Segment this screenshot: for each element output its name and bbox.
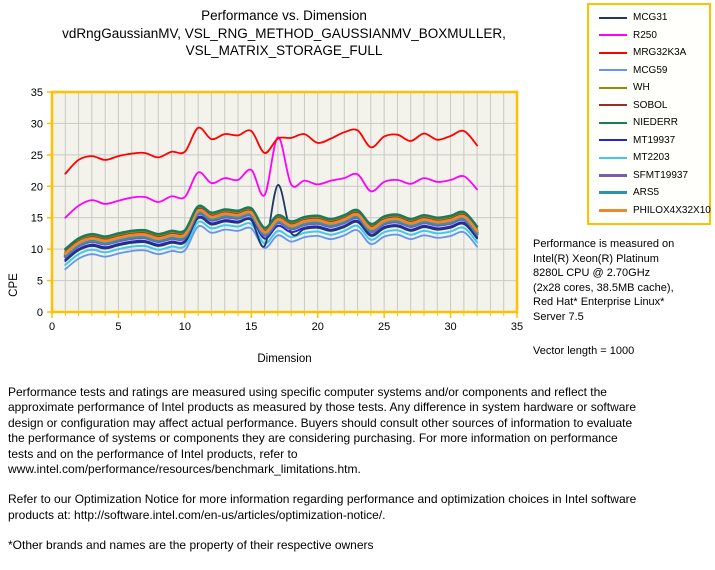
legend-label: SFMT19937 — [633, 169, 689, 181]
y-tick-label: 15 — [31, 213, 43, 225]
legend-item-r250: R250 — [599, 28, 707, 43]
legend-item-mcg31: MCG31 — [599, 10, 707, 25]
x-tick-label: 15 — [245, 321, 257, 333]
optimization-notice-paragraph: Refer to our Optimization Notice for mor… — [8, 492, 637, 522]
y-tick-label: 20 — [31, 181, 43, 193]
series-line-mcg31 — [64, 184, 478, 262]
legend-item-sfmt19937: SFMT19937 — [599, 168, 707, 183]
series-line-r250 — [64, 136, 478, 219]
vector-length-note: Vector length = 1000 — [533, 345, 635, 357]
legend-label: R250 — [633, 29, 657, 41]
chart-title: Performance vs. Dimension vdRngGaussianM… — [62, 8, 506, 58]
y-tick-label: 5 — [37, 276, 43, 288]
y-tick-label: 10 — [31, 244, 43, 256]
y-tick-label: 25 — [31, 150, 43, 162]
x-tick-label: 0 — [49, 321, 55, 333]
plot-frame — [50, 90, 519, 314]
x-tick-label: 35 — [511, 321, 523, 333]
disclaimer-block: Performance tests and ratings are measur… — [8, 385, 710, 569]
series-line-philox4x32x10 — [63, 208, 479, 255]
series-line-mrg32k3a — [64, 126, 478, 175]
series-line-niederr — [64, 204, 479, 251]
legend-line-swatch — [599, 104, 627, 107]
legend-line-swatch — [599, 156, 627, 159]
x-tick-label: 25 — [378, 321, 390, 333]
legend-item-mt2203: MT2203 — [599, 150, 707, 165]
series-line-mt2203 — [64, 220, 479, 266]
legend-line-swatch — [599, 139, 627, 142]
legend-item-niederr: NIEDERR — [599, 115, 707, 130]
legend-line-swatch — [599, 121, 627, 124]
legend-label: SOBOL — [633, 99, 668, 111]
legend-item-ars5: ARS5 — [599, 185, 707, 200]
x-tick-label: 5 — [115, 321, 121, 333]
legend-line-swatch — [599, 173, 627, 177]
system-config-note: Performance is measured on Intel(R) Xeon… — [533, 238, 675, 323]
legend-label: ARS5 — [633, 187, 660, 199]
legend-label: MT19937 — [633, 134, 676, 146]
trademark-note: *Other brands and names are the property… — [8, 538, 374, 553]
x-tick-label: 10 — [179, 321, 191, 333]
x-tick-label: 30 — [444, 321, 456, 333]
series-line-mcg59 — [64, 225, 478, 271]
legend-item-mt19937: MT19937 — [599, 133, 707, 148]
legend-line-swatch — [599, 208, 627, 212]
gridlines — [52, 92, 517, 312]
line-chart: 0 5 10 15 20 25 30 35 0 5 10 15 20 25 30 35 CPE Dimension — [8, 87, 523, 365]
legend-line-swatch — [599, 191, 627, 195]
legend-label: MRG32K3A — [633, 47, 687, 59]
legend-label: NIEDERR — [633, 117, 679, 129]
legend-item-sobol: SOBOL — [599, 98, 707, 113]
legend-line-swatch — [599, 86, 627, 89]
legend-item-philox4x32x10: PHILOX4X32X10 — [599, 203, 711, 218]
legend-line-swatch — [599, 16, 627, 19]
x-axis-label: Dimension — [257, 353, 311, 365]
series-line-mt19937 — [64, 215, 479, 261]
legend-item-mcg59: MCG59 — [599, 63, 707, 78]
disclaimer-paragraph: Performance tests and ratings are measur… — [8, 385, 637, 477]
axis-ticks — [47, 91, 518, 318]
legend-label: WH — [633, 82, 650, 94]
y-tick-label: 30 — [31, 118, 43, 130]
legend-label: MT2203 — [633, 152, 670, 164]
legend-label: MCG59 — [633, 64, 668, 76]
y-tick-label: 0 — [37, 307, 43, 319]
legend-item-mrg32k3a: MRG32K3A — [599, 45, 707, 60]
legend-line-swatch — [599, 34, 627, 37]
legend-line-swatch — [599, 51, 627, 54]
y-axis-label: CPE — [8, 273, 20, 297]
series-lines — [63, 126, 479, 271]
legend-item-wh: WH — [599, 80, 707, 95]
legend: MCG31 R250 MRG32K3A MCG59 WH SOBOL NIEDERR MT19… — [587, 3, 711, 225]
legend-line-swatch — [599, 69, 627, 72]
legend-label: MCG31 — [633, 12, 668, 24]
x-tick-label: 20 — [312, 321, 324, 333]
legend-label: PHILOX4X32X10 — [633, 204, 711, 216]
tick-labels: 0 5 10 15 20 25 30 35 0 5 10 15 20 25 30 35 — [31, 87, 523, 333]
y-tick-label: 35 — [31, 87, 43, 99]
